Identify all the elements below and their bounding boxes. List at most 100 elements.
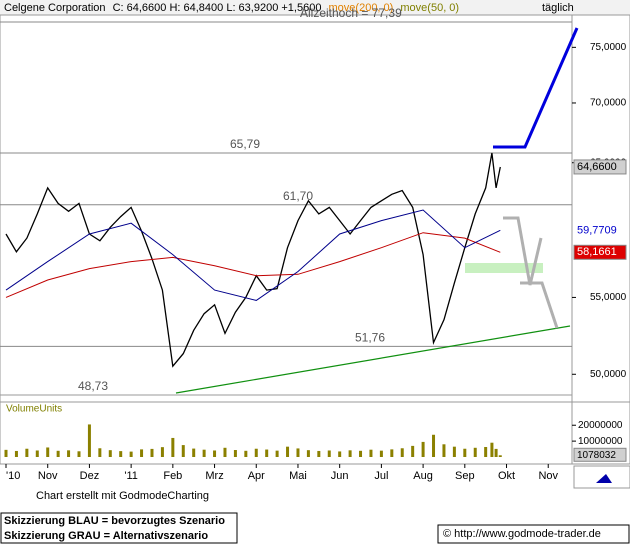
volume-bar [56, 450, 60, 457]
volume-bar [25, 448, 29, 457]
last-value-label: 64,6600 [577, 161, 617, 173]
y-tick-label: 55,0000 [590, 292, 627, 303]
volume-bar [108, 450, 112, 457]
volume-bar [129, 451, 133, 457]
y-tick-label: 20000000 [578, 420, 623, 431]
x-tick-label: Nov [38, 470, 58, 482]
level-label: 51,76 [355, 331, 385, 345]
level-label: 61,70 [283, 189, 313, 203]
url-box [437, 524, 630, 544]
volume-bar [160, 447, 164, 457]
y-tick-label: 50,0000 [590, 369, 627, 380]
x-tick-label: Apr [248, 470, 265, 482]
header-ma50: move(50, 0) [400, 2, 459, 14]
volume-bar [286, 446, 290, 457]
series-line [5, 152, 501, 368]
volume-bar [275, 450, 279, 457]
volume-bar [379, 450, 383, 457]
period: täglich [542, 2, 574, 14]
volume-bar [244, 450, 248, 457]
volume-bar [87, 424, 91, 457]
volume-bar [390, 449, 394, 457]
volume-bar [150, 448, 154, 457]
volume-bar [46, 447, 50, 457]
volume-bar [473, 447, 477, 457]
volume-bar [233, 450, 237, 457]
note-blue: Skizzierung BLAU = bevorzugtes Szenario [4, 515, 225, 527]
volume-bar [494, 448, 498, 457]
volume-bar [171, 437, 175, 457]
x-tick-label: Okt [498, 470, 515, 482]
volume-bar [369, 449, 373, 457]
volume-bar [463, 448, 467, 457]
header-text: Celgene Corporation C: 64,6600 H: 64,840… [4, 2, 459, 14]
volume-bar [77, 451, 81, 457]
volume-bar [192, 448, 196, 457]
x-tick-label: Mai [289, 470, 307, 482]
x-tick-label: Jun [331, 470, 349, 482]
logo-box [573, 465, 630, 489]
x-tick-label: Feb [163, 470, 182, 482]
header-name: Celgene Corporation [4, 2, 106, 14]
x-tick-label: Nov [538, 470, 558, 482]
volume-bar [411, 445, 415, 457]
volume-bar [306, 450, 310, 457]
level-label: 48,73 [78, 379, 108, 393]
last-value-label: 59,7709 [577, 224, 617, 236]
last-value-label: 1078032 [577, 450, 616, 461]
volume-bar [202, 449, 206, 457]
volume-title: VolumeUnits [6, 404, 62, 415]
y-tick-label: 70,0000 [590, 98, 627, 109]
volume-panel [0, 401, 630, 465]
header-bar [0, 0, 630, 15]
x-tick-label: '10 [6, 470, 20, 482]
y-tick-label: 10000000 [578, 436, 623, 447]
volume-bar [498, 455, 502, 457]
last-value-box [573, 159, 627, 175]
volume-bar [140, 449, 144, 457]
volume-bar [181, 445, 185, 457]
volume-bar [265, 449, 269, 457]
volume-bar [223, 447, 227, 457]
last-value-label: 58,1661 [577, 246, 617, 258]
volume-bar [14, 450, 18, 457]
level-label: 65,79 [230, 137, 260, 151]
x-tick-label: Mrz [205, 470, 223, 482]
volume-bar [317, 450, 321, 457]
y-tick-label: 75,0000 [590, 42, 627, 53]
header-ma200: move(200, 0) [329, 2, 394, 14]
volume-bar [296, 448, 300, 457]
volume-bar [119, 451, 123, 457]
last-value-box [574, 223, 626, 238]
x-tick-label: Sep [455, 470, 475, 482]
url: © http://www.godmode-trader.de [443, 528, 601, 540]
volume-bar [338, 451, 342, 457]
volume-bar [484, 446, 488, 457]
last-value-box [573, 244, 627, 260]
volume-bar [442, 444, 446, 457]
volume-bar [213, 450, 217, 457]
header-quote: C: 64,6600 H: 64,8400 L: 63,9200 +1,5600 [113, 2, 322, 14]
volume-bar [327, 450, 331, 457]
x-tick-label: Dez [80, 470, 100, 482]
credit: Chart erstellt mit GodmodeCharting [36, 490, 209, 502]
gray-scenario [503, 216, 543, 286]
volume-bar [452, 446, 456, 457]
last-value-box [573, 447, 627, 462]
volume-bar [98, 448, 102, 457]
support-zone [465, 263, 543, 273]
volume-bar [359, 450, 363, 457]
volume-bar [490, 442, 494, 457]
logo [596, 474, 612, 483]
volume-bar [348, 450, 352, 457]
series-line [5, 209, 501, 301]
volume-bar [67, 450, 71, 457]
x-tick-label: Aug [413, 470, 433, 482]
x-tick-label: '11 [124, 470, 138, 482]
volume-bar [254, 448, 258, 457]
blue-scenario [493, 27, 579, 149]
note-box [0, 512, 238, 544]
x-tick-label: Jul [374, 470, 388, 482]
gray-scenario [520, 281, 559, 329]
volume-bar [4, 449, 8, 457]
